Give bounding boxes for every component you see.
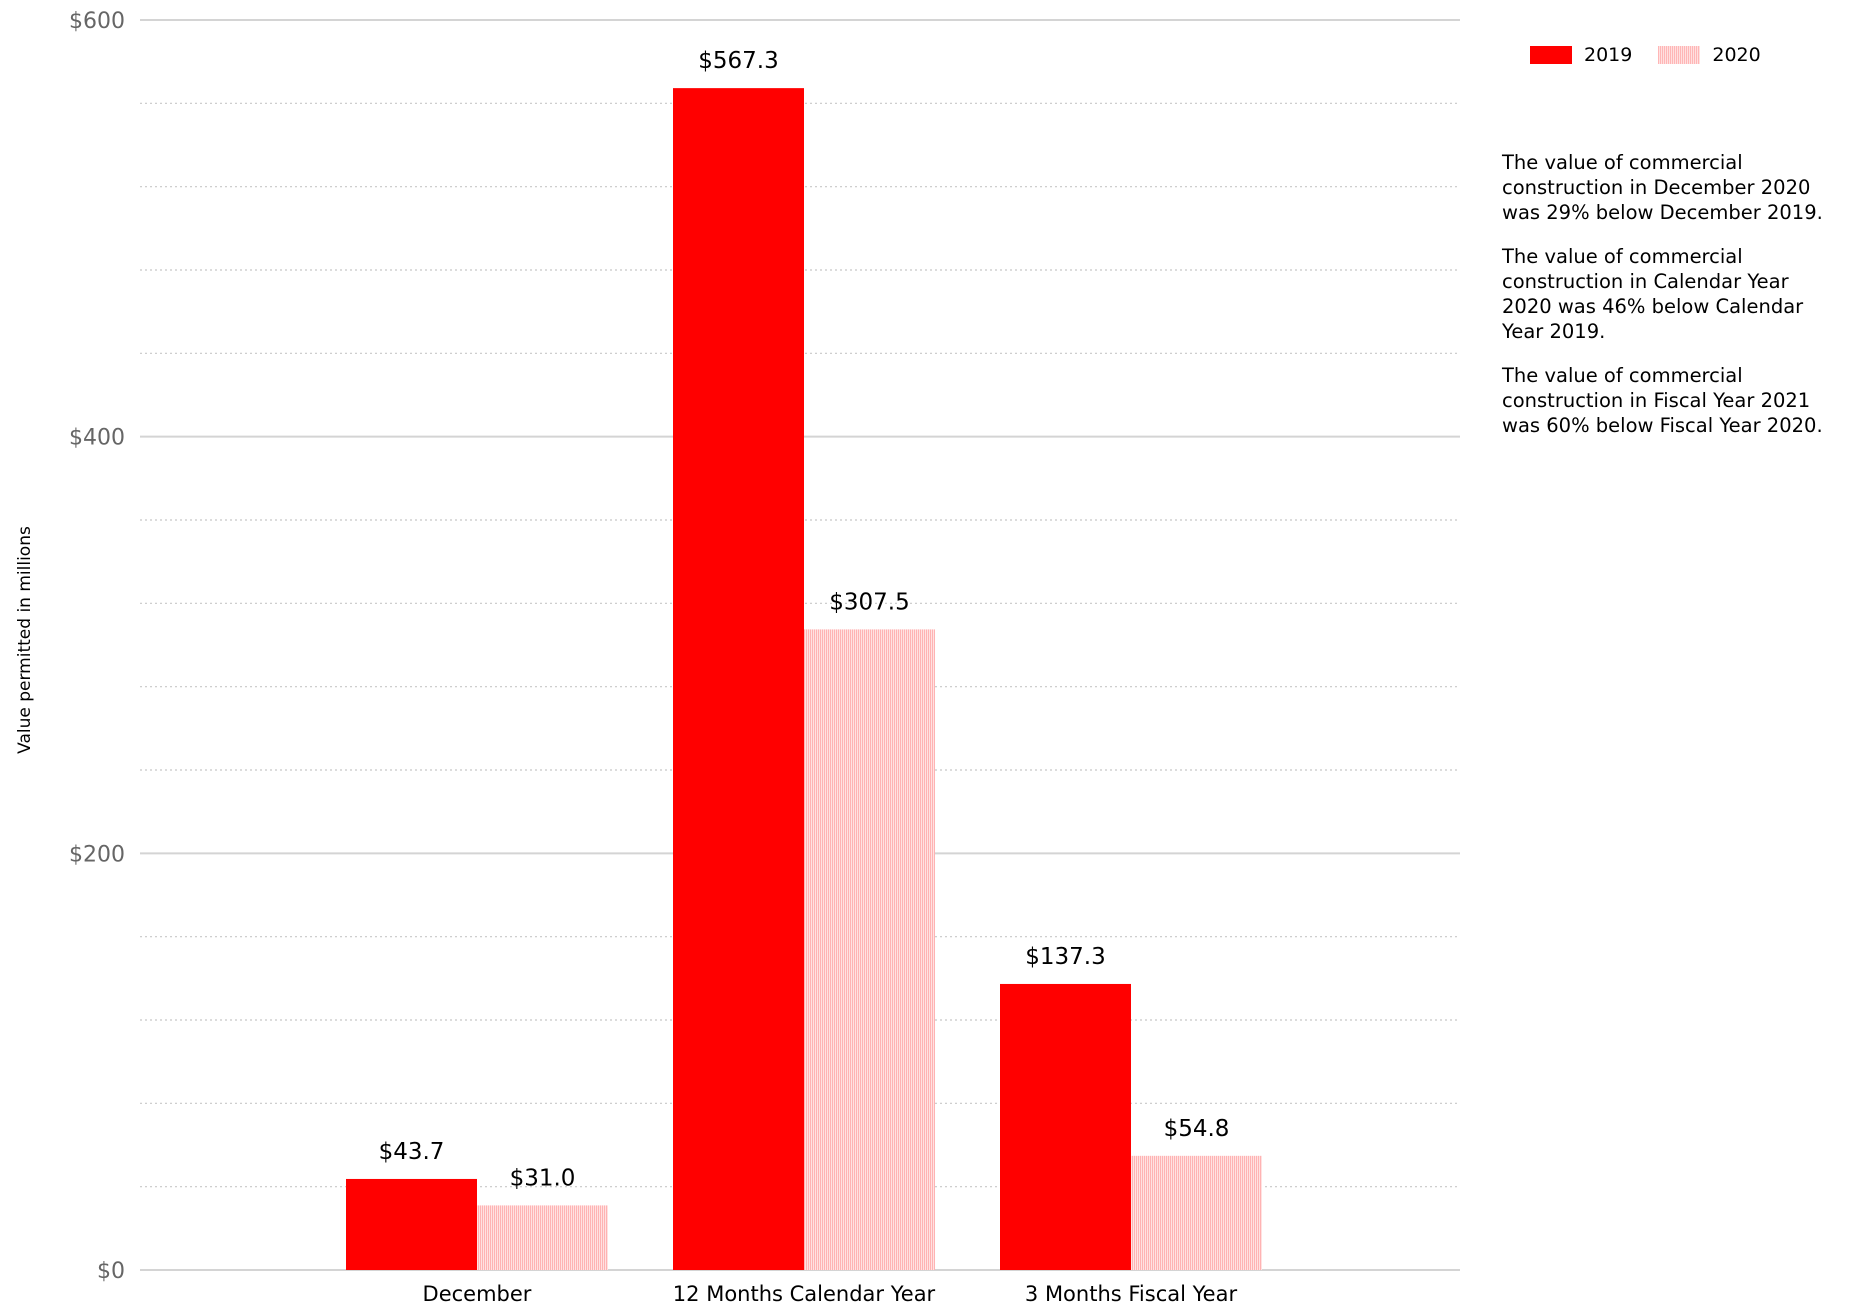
data-label-2020-1: $307.5 bbox=[829, 589, 909, 615]
data-labels: $43.7 $31.0 $567.3 $307.5 $137.3 $54.8 bbox=[379, 48, 1230, 1191]
legend-item-2019: 2019 bbox=[1530, 44, 1632, 66]
y-tick-label: $0 bbox=[97, 1259, 125, 1284]
legend-swatch-2019 bbox=[1530, 46, 1572, 64]
data-label-2019-0: $43.7 bbox=[379, 1139, 445, 1165]
x-category-label: December bbox=[423, 1282, 532, 1305]
x-axis-categories: December 12 Months Calendar Year 3 Months … bbox=[423, 1282, 1238, 1305]
note-december: The value of commercial construction in … bbox=[1502, 151, 1823, 224]
x-category-label: 3 Months Fiscal Year bbox=[1025, 1282, 1238, 1305]
bar-2019-2 bbox=[1000, 983, 1131, 1270]
y-tick-label: $200 bbox=[69, 842, 125, 867]
bar-2020-1 bbox=[804, 629, 935, 1270]
bar-2020-2 bbox=[1131, 1155, 1262, 1270]
annotation-notes: The value of commercial construction in … bbox=[1502, 150, 1842, 457]
y-tick-label: $600 bbox=[69, 9, 125, 34]
y-axis-label: Value permitted in millions bbox=[15, 526, 35, 754]
bar-chart: $0 $200 $400 $600 $43.7 $31.0 $567.3 $307.5 $13… bbox=[15, 9, 1460, 1305]
data-label-2020-0: $31.0 bbox=[510, 1165, 576, 1191]
legend: 2019 2020 bbox=[1530, 44, 1787, 66]
bar-2020-0 bbox=[477, 1205, 608, 1270]
data-label-2019-1: $567.3 bbox=[698, 48, 778, 74]
data-label-2019-2: $137.3 bbox=[1025, 944, 1105, 970]
y-tick-label: $400 bbox=[69, 426, 125, 451]
bar-2019-0 bbox=[346, 1178, 477, 1270]
x-category-label: 12 Months Calendar Year bbox=[673, 1282, 936, 1305]
legend-label-2020: 2020 bbox=[1712, 44, 1761, 66]
note-calendar-year: The value of commercial construction in … bbox=[1502, 245, 1804, 343]
data-label-2020-2: $54.8 bbox=[1164, 1116, 1230, 1142]
legend-swatch-2020 bbox=[1658, 46, 1701, 64]
y-axis-ticks: $0 $200 $400 $600 bbox=[69, 9, 125, 1284]
bar-2019-1 bbox=[673, 88, 804, 1270]
legend-item-2020: 2020 bbox=[1658, 44, 1761, 66]
bars bbox=[346, 88, 1262, 1270]
note-fiscal-year: The value of commercial construction in … bbox=[1502, 364, 1823, 437]
legend-label-2019: 2019 bbox=[1584, 44, 1633, 66]
